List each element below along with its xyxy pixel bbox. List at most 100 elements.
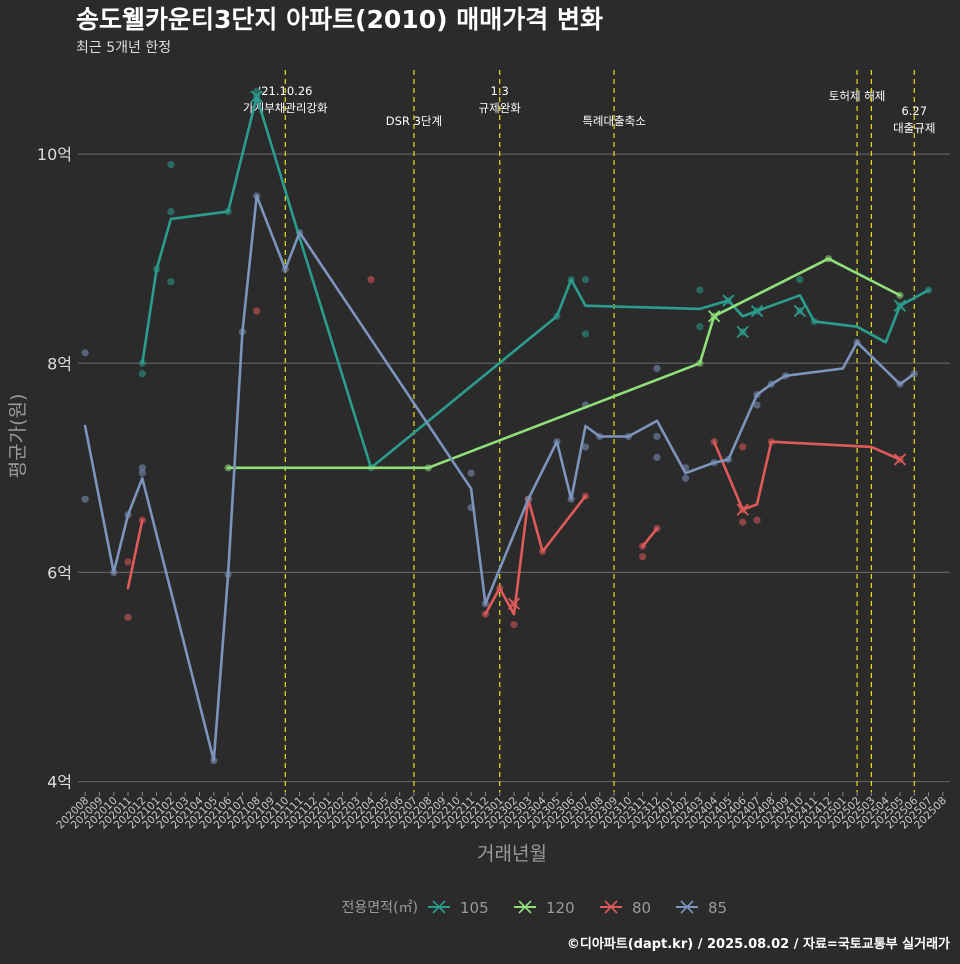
series-line-80 — [126, 440, 907, 616]
series-line — [226, 257, 902, 470]
data-point — [124, 558, 132, 566]
data-point — [653, 364, 661, 373]
legend-label: 105 — [460, 899, 489, 917]
y-axis-label: 평균가(원) — [7, 394, 29, 479]
event-label: 대출규제 — [893, 121, 935, 135]
cross-marker — [793, 304, 807, 318]
legend-item-80: 80 — [600, 899, 651, 917]
data-point — [167, 160, 175, 169]
data-point — [753, 401, 761, 409]
series-line — [141, 95, 930, 470]
series-line — [641, 527, 659, 548]
legend-swatch-cross — [518, 900, 532, 914]
data-point — [253, 87, 261, 95]
cross-stroke — [507, 597, 521, 610]
y-axis-ticks: 4억 6억 8억 10억 — [37, 145, 72, 791]
data-point — [81, 495, 89, 503]
chart-subtitle: 최근 5개년 한정 — [76, 40, 171, 56]
legend-label: 120 — [546, 899, 575, 917]
cross-marker — [736, 325, 749, 339]
y-tick-label: 4억 — [47, 773, 72, 792]
data-point — [581, 276, 590, 284]
series-line-85 — [83, 194, 916, 762]
data-point — [510, 621, 518, 629]
event-label: '21.10.26 — [258, 84, 312, 98]
cross-stroke — [893, 299, 907, 312]
data-point — [581, 443, 590, 451]
legend-swatch-cross — [604, 900, 618, 914]
legend-label: 85 — [708, 899, 727, 917]
cross-marker — [750, 304, 764, 318]
x-axis-label: 거래년월 — [477, 843, 547, 865]
event-label: 토허제 해제 — [829, 89, 886, 103]
y-tick-label: 10억 — [37, 145, 72, 164]
data-point — [753, 516, 761, 524]
series-line-120 — [226, 257, 902, 470]
data-point — [367, 276, 375, 284]
cross-marker — [736, 503, 749, 516]
cross-stroke — [793, 304, 807, 318]
event-label: 규제완화 — [479, 101, 522, 115]
legend-swatch-cross — [680, 900, 694, 914]
legend: 전용면적(㎡) 105 120 80 85 — [342, 899, 728, 917]
chart-credit: ©디아파트(dapt.kr) / 2025.08.02 / 자료=국토교통부 실… — [567, 936, 950, 952]
series-line — [83, 194, 916, 762]
data-point — [138, 469, 146, 477]
data-point — [124, 613, 132, 621]
legend-item-105: 105 — [428, 899, 489, 917]
cross-marker — [507, 597, 521, 610]
legend-item-85: 85 — [676, 899, 727, 917]
cross-marker — [250, 90, 263, 103]
cross-stroke — [736, 325, 749, 339]
data-point — [739, 518, 747, 526]
legend-item-120: 120 — [514, 899, 575, 917]
chart-title: 송도웰카운티3단지 아파트(2010) 매매가격 변화 — [76, 5, 603, 34]
data-point — [581, 330, 590, 338]
legend-label: 80 — [632, 899, 651, 917]
cross-marker — [893, 299, 907, 312]
cross-stroke — [736, 503, 749, 516]
cross-marker — [722, 294, 735, 307]
data-point — [138, 370, 146, 378]
cross-stroke — [250, 90, 263, 103]
cross-marker — [893, 453, 907, 466]
data-point — [167, 278, 175, 286]
legend-title: 전용면적(㎡) — [342, 900, 418, 916]
cross-stroke — [750, 304, 764, 318]
data-point — [796, 276, 804, 284]
cross-stroke — [707, 310, 721, 323]
cross-stroke — [722, 294, 735, 307]
data-point — [653, 432, 661, 441]
event-label: 1.3 — [491, 84, 509, 98]
cross-marker — [707, 310, 721, 323]
data-point — [639, 553, 647, 561]
event-label: 특례대출축소 — [582, 114, 645, 128]
event-label: 6.27 — [901, 104, 927, 118]
data-point — [739, 443, 747, 451]
event-label: DSR 3단계 — [386, 114, 442, 128]
series-line — [712, 440, 902, 512]
x-axis-ticks: 2020082020092020102020112020122021012021… — [54, 792, 949, 831]
data-point — [81, 349, 89, 357]
grid-lines — [78, 153, 950, 783]
legend-swatch-cross — [432, 900, 446, 914]
data-point — [138, 464, 146, 472]
data-point — [167, 208, 175, 216]
data-point — [467, 469, 475, 477]
cross-stroke — [893, 453, 907, 466]
data-point — [696, 286, 704, 294]
data-point — [653, 453, 661, 461]
event-label: 가계부채관리강화 — [243, 101, 328, 115]
series-line — [126, 518, 144, 590]
y-tick-label: 6억 — [47, 563, 72, 582]
series-line — [484, 494, 587, 616]
data-point — [253, 307, 261, 315]
series-line-105 — [141, 90, 930, 470]
data-point — [696, 323, 704, 331]
series-layer — [81, 87, 933, 765]
data-point — [681, 474, 690, 482]
